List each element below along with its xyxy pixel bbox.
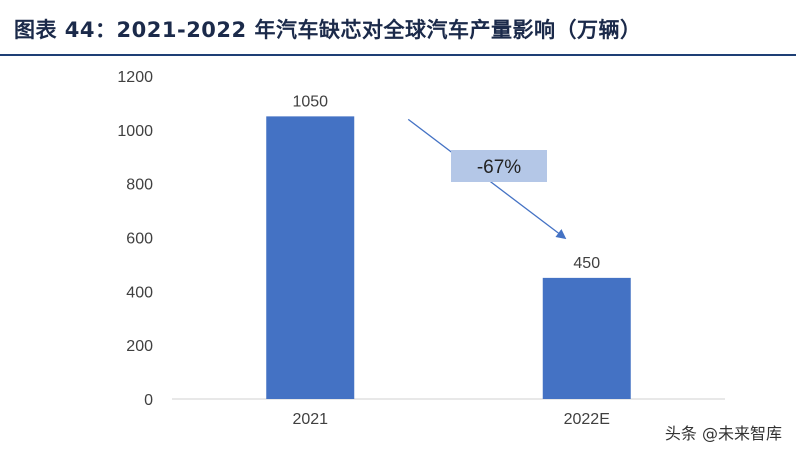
y-tick-label: 600 [126,231,153,248]
y-tick-label: 1200 [117,69,153,86]
y-tick-label: 800 [126,177,153,194]
chart-title: 图表 44：2021-2022 年汽车缺芯对全球汽车产量影响（万辆） [14,18,642,42]
x-tick-label: 2022E [564,411,610,428]
data-label: 1050 [292,93,328,110]
data-label: 450 [573,255,600,272]
change-annotation-text: -67% [477,157,521,178]
bar-2021 [266,116,355,399]
bar-2022E [542,277,631,399]
change-annotation-box [451,150,547,182]
y-tick-label: 200 [126,338,153,355]
y-tick-label: 400 [126,284,153,301]
x-tick-label: 2021 [292,411,328,428]
y-tick-label: 1000 [117,123,153,140]
title-underline [0,54,796,56]
watermark: 头条 @未来智库 [664,424,782,443]
y-tick-label: 0 [144,392,153,409]
